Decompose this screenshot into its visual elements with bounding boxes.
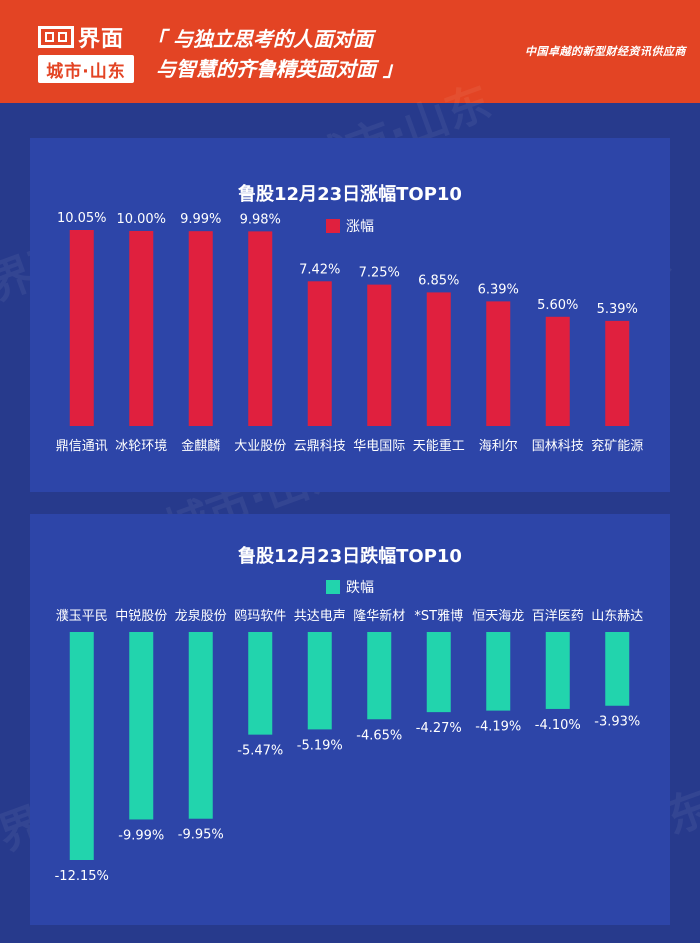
losers-legend-label: 跌幅: [346, 580, 374, 596]
gain-data-label: 5.39%: [597, 302, 638, 317]
loss-bar: [129, 632, 154, 820]
loss-bar: [367, 632, 392, 720]
losers-legend: 跌幅: [326, 577, 374, 597]
loss-bar: [69, 632, 94, 860]
gain-bar: [248, 231, 273, 426]
gain-bar: [69, 230, 94, 426]
gain-bar: [426, 292, 451, 426]
gainers-chart-title: 鲁股12月23日涨幅TOP10: [238, 184, 462, 205]
loss-bar: [426, 632, 451, 713]
gain-data-label: 10.05%: [57, 211, 107, 226]
legend-swatch-icon: [326, 580, 340, 594]
gain-data-label: 9.98%: [240, 212, 281, 227]
loss-data-label: -9.99%: [118, 828, 164, 843]
header-banner: 界面 城市·山东 「 与独立思考的人面对面 与智慧的齐鲁精英面对面 」 中国卓越…: [0, 0, 700, 103]
gain-category-label: 鼎信通讯: [56, 439, 108, 454]
gain-category-label: 冰轮环境: [115, 439, 167, 454]
slogan-line-2: 与智慧的齐鲁精英面对面 」: [156, 57, 403, 81]
loss-category-label: 隆华新材: [353, 608, 405, 624]
gainers-bar-chart: 10.05% 鼎信通讯 10.00% 冰轮环境 9.99% 金麒麟 9.98% 大业股份 7.4…: [56, 211, 644, 454]
gain-data-label: 10.00%: [116, 212, 166, 227]
loss-category-label: *ST雅博: [414, 609, 463, 624]
loss-bar: [248, 632, 273, 735]
gain-category-label: 大业股份: [234, 439, 286, 454]
gain-category-label: 兖矿能源: [591, 439, 643, 454]
loss-data-label: -9.95%: [178, 828, 224, 843]
losers-chart-panel: 鲁股12月23日跌幅TOP10 跌幅 濮玉平民 -12.15% 中锐股份 -9.99%…: [30, 514, 670, 925]
legend-swatch-icon: [326, 219, 340, 233]
logo-city-badge: 城市·山东: [38, 55, 134, 83]
slogan-line-1: 「 与独立思考的人面对面: [146, 27, 373, 51]
loss-data-label: -4.10%: [535, 718, 581, 733]
gainers-chart-panel: 鲁股12月23日涨幅TOP10 涨幅 10.05% 鼎信通讯 10.00% 冰轮环境 9…: [30, 138, 670, 492]
gain-data-label: 7.42%: [299, 262, 340, 277]
gain-category-label: 金麒麟: [181, 438, 220, 454]
gain-bar: [129, 230, 154, 426]
loss-data-label: -12.15%: [55, 869, 109, 884]
loss-category-label: 中锐股份: [115, 609, 167, 624]
gain-bar: [486, 301, 511, 426]
gainers-legend: 涨幅: [326, 216, 374, 236]
gain-bar: [307, 281, 332, 426]
loss-data-label: -4.19%: [475, 720, 521, 735]
gain-data-label: 5.60%: [537, 298, 578, 313]
gain-category-label: 国林科技: [532, 439, 584, 454]
brand-logo: 界面 城市·山东: [38, 22, 134, 86]
loss-category-label: 百洋医药: [532, 609, 584, 624]
gain-bar: [188, 231, 213, 426]
gain-data-label: 9.99%: [180, 212, 221, 227]
gain-category-label: 天能重工: [413, 438, 465, 454]
loss-category-label: 恒天海龙: [472, 609, 524, 624]
gainers-legend-label: 涨幅: [346, 219, 374, 235]
gain-category-label: 云鼎科技: [294, 439, 346, 454]
gain-bar: [367, 284, 392, 426]
losers-bar-chart: 濮玉平民 -12.15% 中锐股份 -9.99% 龙泉股份 -9.95% 鸥玛软件 -5.47…: [55, 608, 644, 884]
loss-category-label: 山东赫达: [591, 609, 643, 624]
gain-category-label: 海利尔: [479, 439, 518, 454]
slogan: 「 与独立思考的人面对面 与智慧的齐鲁精英面对面 」: [146, 24, 403, 84]
loss-data-label: -5.47%: [237, 744, 283, 759]
loss-bar: [307, 632, 332, 730]
loss-bar: [605, 632, 630, 706]
gain-bar: [605, 320, 630, 426]
loss-bar: [545, 632, 570, 709]
loss-data-label: -4.65%: [356, 728, 402, 743]
logo-name: 界面: [78, 27, 125, 52]
gain-data-label: 6.85%: [418, 273, 459, 288]
loss-category-label: 濮玉平民: [56, 609, 108, 624]
logo-mark-icon: [38, 26, 74, 48]
loss-bar: [188, 632, 213, 819]
loss-data-label: -5.19%: [297, 738, 343, 753]
loss-bar: [486, 632, 511, 711]
losers-chart-title: 鲁股12月23日跌幅TOP10: [238, 546, 462, 567]
loss-category-label: 鸥玛软件: [234, 608, 286, 624]
gain-bar: [545, 316, 570, 426]
loss-category-label: 共达电声: [294, 609, 346, 624]
loss-data-label: -4.27%: [416, 721, 462, 736]
loss-data-label: -3.93%: [594, 715, 640, 730]
loss-category-label: 龙泉股份: [175, 608, 227, 624]
tagline: 中国卓越的新型财经资讯供应商: [525, 45, 686, 58]
gain-category-label: 华电国际: [353, 439, 405, 454]
gain-data-label: 7.25%: [359, 266, 400, 281]
gain-data-label: 6.39%: [478, 282, 519, 297]
